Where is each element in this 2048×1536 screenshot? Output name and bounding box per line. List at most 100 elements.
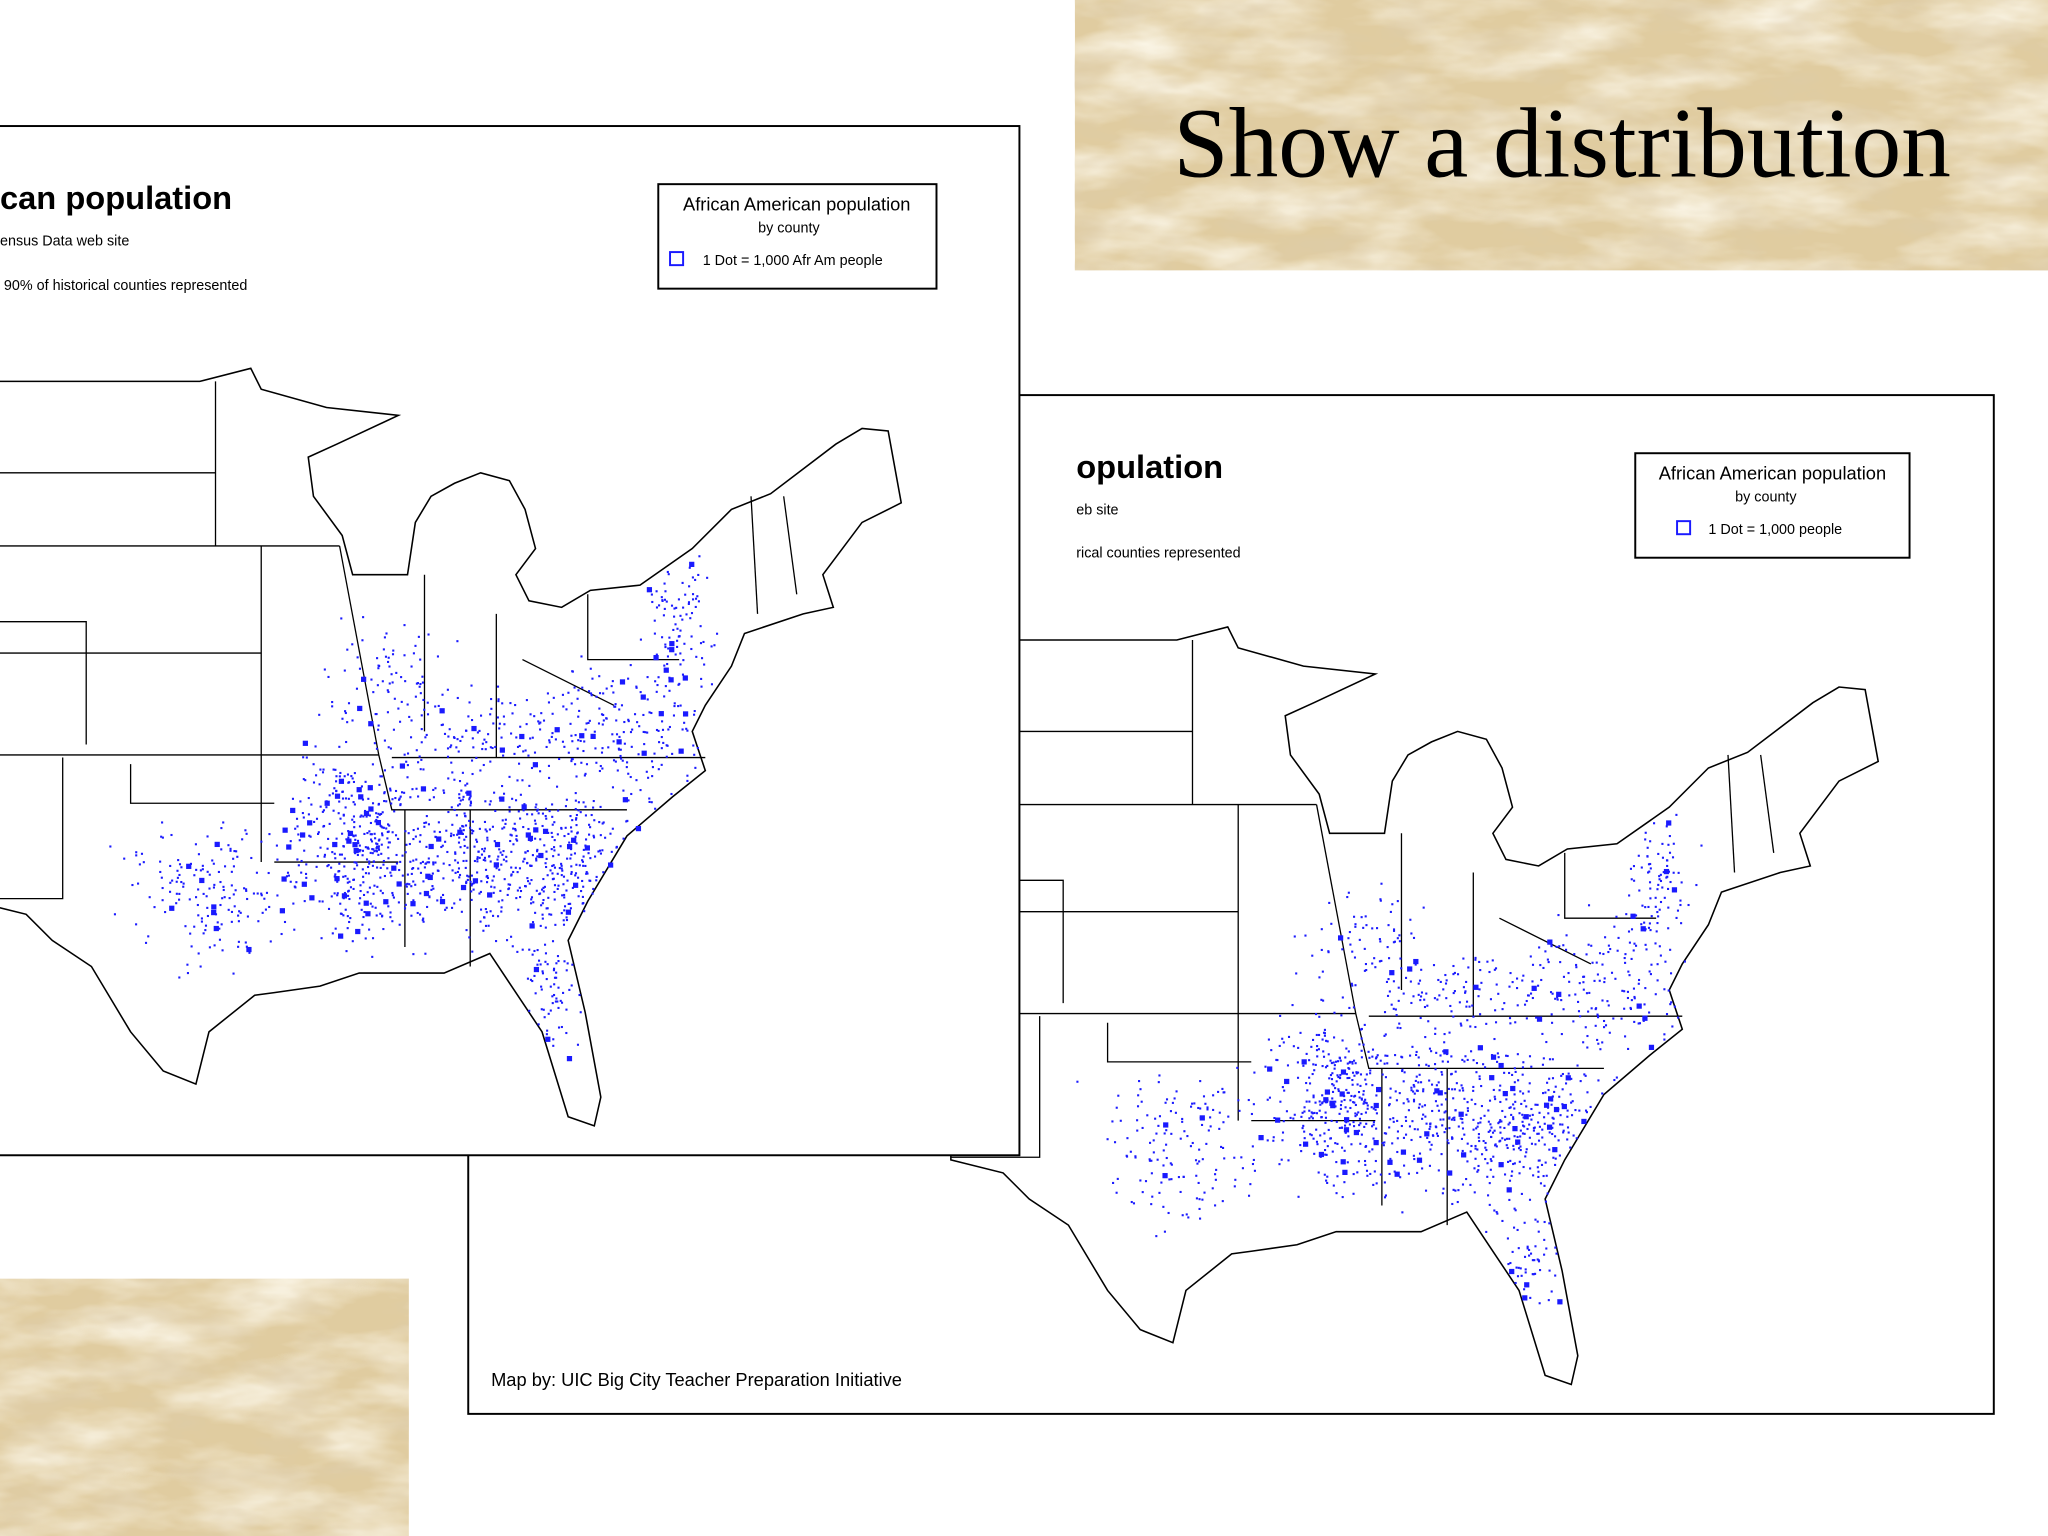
dot bbox=[1509, 1106, 1512, 1109]
dot bbox=[1335, 1192, 1338, 1195]
dot bbox=[539, 924, 542, 927]
dot bbox=[1534, 1245, 1537, 1248]
dot bbox=[229, 847, 232, 850]
dot bbox=[584, 814, 587, 817]
dot bbox=[344, 806, 347, 809]
dot bbox=[248, 951, 251, 954]
dot bbox=[468, 819, 471, 822]
dot bbox=[1352, 1101, 1355, 1104]
dot bbox=[1353, 956, 1357, 959]
dot bbox=[1422, 1113, 1425, 1116]
dot bbox=[1548, 1131, 1551, 1134]
dot bbox=[305, 876, 308, 879]
dot bbox=[368, 928, 371, 931]
dot bbox=[193, 874, 196, 877]
dot bbox=[432, 863, 435, 866]
dot bbox=[400, 791, 404, 794]
dot bbox=[123, 857, 126, 860]
dot bbox=[457, 804, 460, 807]
dot bbox=[371, 802, 375, 805]
dot bbox=[1136, 1129, 1139, 1132]
dot bbox=[1167, 1211, 1170, 1215]
dot bbox=[458, 803, 461, 806]
dot bbox=[1193, 1102, 1196, 1105]
dot bbox=[1301, 1111, 1304, 1114]
dot bbox=[1350, 982, 1353, 985]
dot bbox=[502, 850, 505, 853]
dot bbox=[1534, 1103, 1537, 1106]
dot bbox=[676, 627, 679, 630]
dot bbox=[1331, 1097, 1334, 1100]
dot bbox=[655, 690, 658, 693]
dot bbox=[548, 741, 551, 744]
dot bbox=[427, 633, 430, 636]
dot bbox=[1351, 1062, 1354, 1065]
dot bbox=[1344, 1117, 1350, 1123]
dot bbox=[224, 865, 227, 868]
dot bbox=[458, 796, 461, 799]
dot bbox=[1425, 992, 1428, 995]
dot bbox=[1561, 1103, 1567, 1110]
dot bbox=[602, 713, 605, 717]
dot bbox=[1519, 1267, 1522, 1270]
dot bbox=[1349, 1099, 1352, 1102]
dot bbox=[550, 735, 553, 738]
dot bbox=[1351, 984, 1354, 987]
dot bbox=[1435, 1132, 1439, 1135]
dot bbox=[204, 929, 207, 932]
dot bbox=[1341, 1092, 1344, 1095]
dot bbox=[1633, 997, 1636, 1000]
dot bbox=[457, 750, 460, 753]
dot bbox=[1366, 1174, 1369, 1177]
dot bbox=[471, 832, 474, 835]
dot bbox=[689, 561, 695, 567]
dot bbox=[457, 829, 463, 835]
dot bbox=[694, 766, 697, 769]
dot bbox=[371, 937, 375, 940]
dot bbox=[376, 866, 379, 869]
dot bbox=[1601, 999, 1604, 1002]
dot bbox=[1383, 1034, 1386, 1037]
dot bbox=[1461, 1121, 1464, 1124]
dot bbox=[1389, 1087, 1392, 1090]
dot bbox=[283, 920, 287, 924]
dot bbox=[668, 725, 671, 729]
dot bbox=[1353, 1074, 1356, 1077]
dot bbox=[503, 878, 506, 881]
dot bbox=[1507, 1160, 1510, 1163]
dot bbox=[491, 746, 494, 750]
dot bbox=[531, 953, 534, 956]
dot bbox=[352, 780, 356, 784]
dot bbox=[533, 974, 536, 977]
dot bbox=[546, 692, 549, 695]
dot bbox=[1344, 1106, 1347, 1109]
dot bbox=[464, 866, 467, 869]
dot bbox=[1471, 1004, 1474, 1007]
dot bbox=[1292, 1045, 1295, 1048]
dot bbox=[1383, 1062, 1386, 1065]
dot bbox=[1551, 1126, 1554, 1129]
dot bbox=[689, 617, 692, 620]
dot bbox=[505, 860, 508, 863]
dot bbox=[665, 744, 668, 747]
dot bbox=[1308, 1109, 1311, 1112]
dot bbox=[666, 570, 669, 573]
dot bbox=[1452, 1015, 1455, 1018]
dot bbox=[1170, 1163, 1173, 1166]
dot bbox=[1658, 945, 1661, 948]
dot bbox=[1380, 959, 1383, 962]
map-geography bbox=[950, 626, 1880, 1386]
dot bbox=[326, 865, 329, 868]
dot bbox=[1478, 960, 1481, 964]
dot bbox=[1342, 1169, 1348, 1175]
dot bbox=[1642, 1019, 1645, 1022]
dot bbox=[1305, 1081, 1308, 1085]
dot bbox=[358, 794, 364, 800]
dot bbox=[1281, 1131, 1285, 1134]
dot bbox=[331, 932, 334, 935]
dot bbox=[364, 872, 368, 875]
dot bbox=[389, 747, 392, 750]
dot bbox=[1625, 913, 1628, 916]
dot bbox=[355, 687, 359, 690]
dot bbox=[1480, 981, 1483, 984]
